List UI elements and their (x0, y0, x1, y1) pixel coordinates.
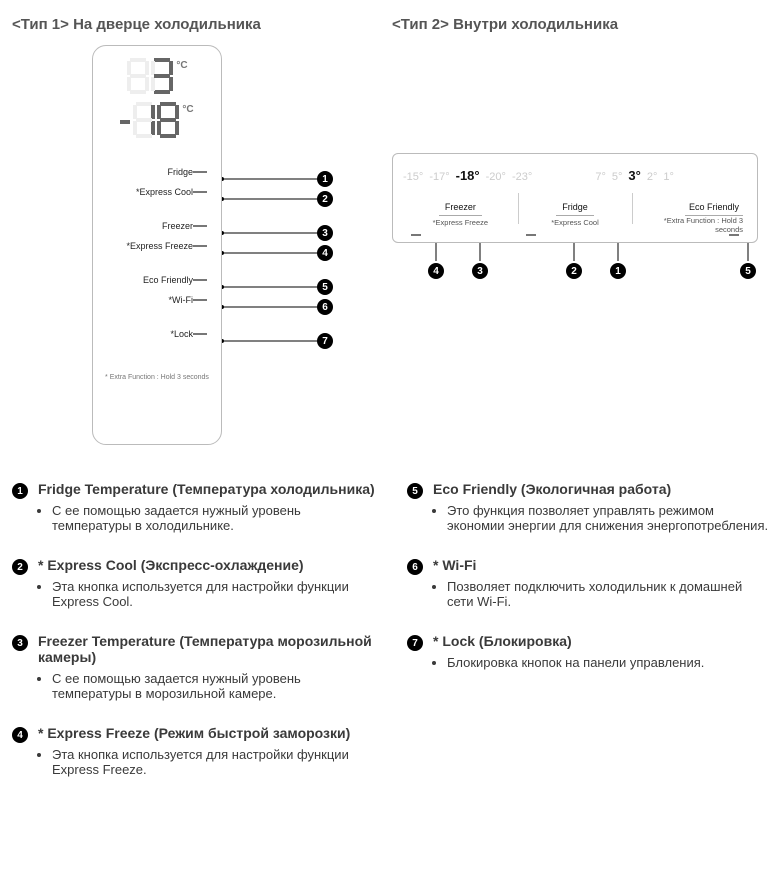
row-eco: Eco Friendly (93, 270, 221, 290)
legend-marker-6: 6 (407, 559, 423, 575)
row-lock: *Lock (93, 324, 221, 344)
marker-6: 6 (317, 299, 333, 315)
type2-column: <Тип 2> Внутри холодильника -15° -17° -18°… (392, 16, 772, 333)
freezer-opt: -23° (512, 171, 532, 183)
fridge-opt: 3° (628, 168, 640, 183)
marker-5: 5 (317, 279, 333, 295)
row-fridge: Fridge (93, 162, 221, 182)
indicator-tick (411, 234, 421, 236)
legend-item-1: 1 Fridge Temperature (Температура холодил… (12, 481, 377, 535)
panel2-cells: Freezer *Express Freeze Fridge *Express … (403, 193, 747, 234)
indicator-tick (193, 333, 207, 335)
indicator-tick (193, 279, 207, 281)
freezer-opt: -17° (429, 171, 449, 183)
legend-item-7: 7 * Lock (Блокировка) Блокировка кнопок на… (407, 633, 772, 672)
row-express-cool: *Express Cool (93, 182, 221, 202)
fridge-opt: 5° (612, 171, 623, 183)
legend-left: 1 Fridge Temperature (Температура холодил… (12, 481, 377, 801)
digit-8 (157, 102, 179, 138)
legend-title: Eco Friendly (Экологичная работа) (433, 481, 772, 497)
unit-celsius: °C (176, 60, 187, 71)
panel1-diagram: °C °C (12, 45, 372, 445)
freezer-temp-display: °C (103, 102, 211, 142)
legend-bullet: С ее помощью задается нужный уровень тем… (52, 503, 377, 533)
legend-bullet: Это функция позволяет управлять режимом … (447, 503, 772, 533)
minus-sign (120, 120, 130, 124)
type1-label: <Тип 1> На дверце холодильника (12, 16, 372, 33)
legend-title: * Express Cool (Экспресс-охлаждение) (38, 557, 377, 573)
legend-bullet: Эта кнопка используется для настройки фу… (52, 747, 377, 777)
legend-item-6: 6 * Wi-Fi Позволяет подключить холодильник… (407, 557, 772, 611)
legend-item-3: 3 Freezer Temperature (Температура морози… (12, 633, 377, 703)
cell-freezer: Freezer *Express Freeze (403, 193, 518, 234)
panel1-footnote: * Extra Function : Hold 3 seconds (93, 374, 221, 381)
panel2-temps: -15° -17° -18° -20° -23° 7° 5° 3° 2° 1° (403, 168, 747, 183)
marker-3: 3 (472, 263, 488, 279)
legend-marker-3: 3 (12, 635, 28, 651)
type2-label: <Тип 2> Внутри холодильника (392, 16, 772, 33)
digit-3 (151, 58, 173, 94)
indicator-tick (193, 299, 207, 301)
legend-marker-4: 4 (12, 727, 28, 743)
legend-bullet: Позволяет подключить холодильник к домаш… (447, 579, 772, 609)
legend-title: * Lock (Блокировка) (433, 633, 772, 649)
marker-5: 5 (740, 263, 756, 279)
inside-panel: -15° -17° -18° -20° -23° 7° 5° 3° 2° 1° Freezer … (392, 153, 758, 243)
marker-2: 2 (317, 191, 333, 207)
indicator-tick (193, 191, 207, 193)
unit-celsius: °C (182, 104, 193, 115)
indicator-tick (526, 234, 536, 236)
indicator-tick (729, 234, 739, 236)
cell-eco: Eco Friendly *Extra Function : Hold 3 se… (632, 193, 747, 234)
legend-item-4: 4 * Express Freeze (Режим быстрой замороз… (12, 725, 377, 779)
fridge-options: 7° 5° 3° 2° 1° (595, 168, 674, 183)
lcd-display: °C °C (103, 58, 211, 142)
legend-bullet: Блокировка кнопок на панели управления. (447, 655, 772, 670)
indicator-tick (193, 225, 207, 227)
panel2-diagram: -15° -17° -18° -20° -23° 7° 5° 3° 2° 1° Freezer … (392, 153, 772, 333)
digit-1 (133, 102, 155, 138)
panel1-button-rows: Fridge *Express Cool Freezer *Express Fr… (93, 162, 221, 344)
marker-4: 4 (428, 263, 444, 279)
fridge-opt: 2° (647, 171, 658, 183)
digit-blank (127, 58, 149, 94)
freezer-opt: -15° (403, 171, 423, 183)
legend-right: 5 Eco Friendly (Экологичная работа) Это фу… (407, 481, 772, 801)
legend-bullet: Эта кнопка используется для настройки фу… (52, 579, 377, 609)
row-wifi: *Wi-Fi (93, 290, 221, 310)
marker-1: 1 (317, 171, 333, 187)
legend-bullet: С ее помощью задается нужный уровень тем… (52, 671, 377, 701)
legend-title: * Express Freeze (Режим быстрой заморозк… (38, 725, 377, 741)
legend: 1 Fridge Temperature (Температура холодил… (12, 481, 772, 801)
marker-1: 1 (610, 263, 626, 279)
indicator-tick (193, 245, 207, 247)
cell-fridge: Fridge *Express Cool (518, 193, 633, 234)
freezer-opt: -20° (486, 171, 506, 183)
door-panel: °C °C (92, 45, 222, 445)
panel1-markers: 1 2 3 4 5 6 7 (317, 45, 335, 445)
indicator-tick (193, 171, 207, 173)
legend-item-2: 2 * Express Cool (Экспресс-охлаждение) Эта… (12, 557, 377, 611)
marker-2: 2 (566, 263, 582, 279)
marker-3: 3 (317, 225, 333, 241)
freezer-opt: -18° (456, 168, 480, 183)
legend-marker-1: 1 (12, 483, 28, 499)
row-freezer: Freezer (93, 216, 221, 236)
legend-title: * Wi-Fi (433, 557, 772, 573)
legend-title: Freezer Temperature (Температура морозил… (38, 633, 377, 665)
legend-item-5: 5 Eco Friendly (Экологичная работа) Это фу… (407, 481, 772, 535)
type1-column: <Тип 1> На дверце холодильника °C (12, 16, 372, 445)
fridge-opt: 1° (663, 171, 674, 183)
legend-title: Fridge Temperature (Температура холодиль… (38, 481, 377, 497)
marker-7: 7 (317, 333, 333, 349)
fridge-temp-display: °C (103, 58, 211, 98)
diagrams-row: <Тип 1> На дверце холодильника °C (12, 16, 772, 445)
freezer-options: -15° -17° -18° -20° -23° (403, 168, 532, 183)
fridge-opt: 7° (595, 171, 606, 183)
legend-marker-5: 5 (407, 483, 423, 499)
legend-marker-2: 2 (12, 559, 28, 575)
marker-4: 4 (317, 245, 333, 261)
row-express-freeze: *Express Freeze (93, 236, 221, 256)
legend-marker-7: 7 (407, 635, 423, 651)
